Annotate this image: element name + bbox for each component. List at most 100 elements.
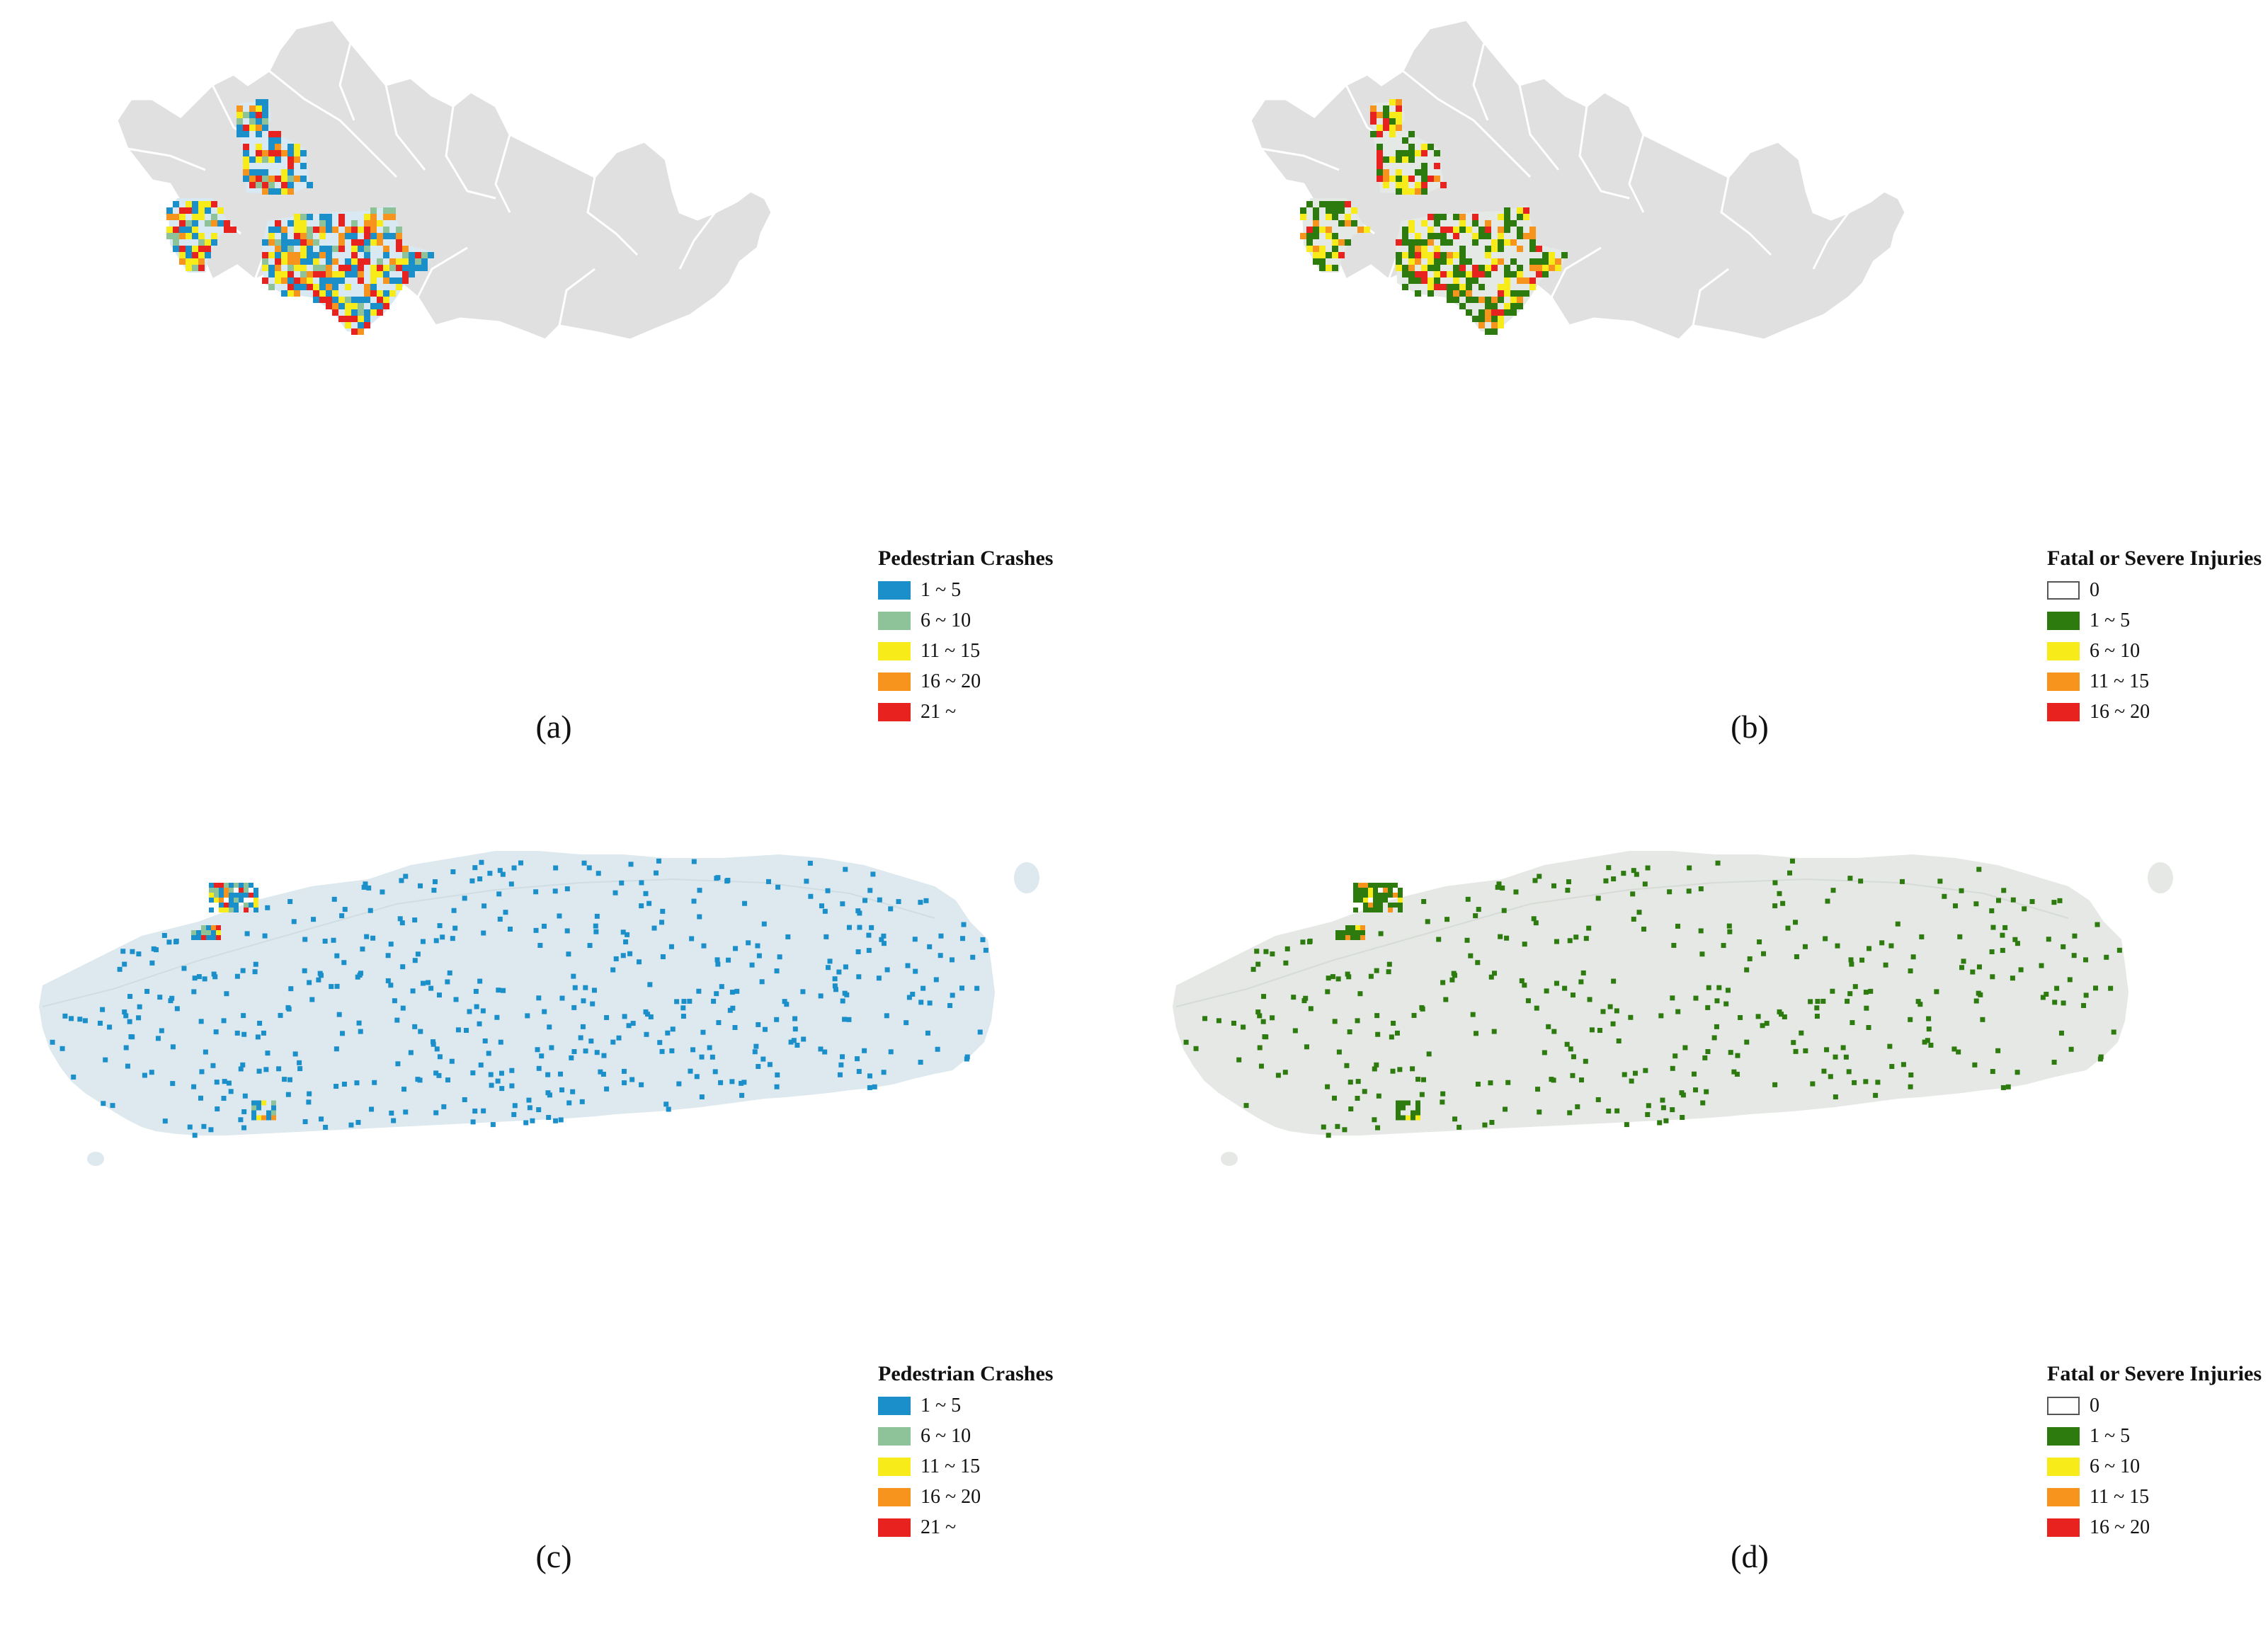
grid-cell <box>1478 284 1485 290</box>
grid-cell <box>888 906 894 912</box>
grid-cell <box>1326 252 1332 258</box>
grid-cell <box>1345 239 1351 246</box>
grid-cell <box>1335 1123 1340 1129</box>
grid-cell <box>243 144 249 150</box>
grid-cell <box>822 1049 828 1055</box>
grid-cell <box>1523 214 1529 220</box>
grid-cell <box>294 176 300 182</box>
grid-cell <box>285 1092 291 1097</box>
grid-cell <box>389 258 396 265</box>
grid-cell <box>1415 188 1421 195</box>
grid-cell <box>216 930 221 935</box>
legend-item: 11 ~ 15 <box>2047 1482 2262 1512</box>
grid-cell <box>1332 201 1338 207</box>
grid-cell <box>307 980 312 985</box>
grid-cell <box>219 908 224 912</box>
grid-cell <box>1787 870 1793 876</box>
grid-cell <box>1301 998 1307 1004</box>
grid-cell <box>1396 99 1402 105</box>
grid-cell <box>1353 888 1358 893</box>
grid-cell <box>294 284 300 290</box>
grid-cell <box>1957 934 1963 939</box>
grid-cell <box>205 220 211 227</box>
grid-cell <box>370 309 377 316</box>
grid-cell <box>1492 971 1498 976</box>
grid-cell <box>1428 258 1434 265</box>
grid-cell <box>467 1009 472 1014</box>
grid-cell <box>281 290 287 297</box>
grid-cell <box>1693 1087 1699 1093</box>
grid-cell <box>222 1079 227 1085</box>
grid-cell <box>593 929 599 934</box>
grid-cell <box>268 271 275 277</box>
grid-cell <box>326 303 332 309</box>
grid-cell <box>1926 1026 1932 1032</box>
grid-cell <box>391 1118 397 1123</box>
grid-cell <box>1551 1029 1557 1034</box>
grid-cell <box>1355 930 1360 935</box>
grid-cell <box>307 214 313 220</box>
grid-cell <box>300 150 307 156</box>
legend-item: 11 ~ 15 <box>878 636 1053 666</box>
grid-cell <box>345 233 351 239</box>
grid-cell <box>358 258 364 265</box>
grid-cell <box>345 303 351 309</box>
grid-cell <box>1428 284 1434 290</box>
grid-cell <box>281 188 287 195</box>
grid-cell <box>647 982 653 988</box>
grid-cell <box>402 277 409 284</box>
grid-cell <box>487 871 493 876</box>
grid-cell <box>294 144 300 150</box>
grid-cell <box>59 1046 65 1051</box>
grid-cell <box>1519 978 1525 983</box>
grid-cell <box>1326 233 1332 239</box>
grid-cell <box>1517 297 1523 303</box>
grid-cell <box>249 169 256 176</box>
grid-cell <box>300 271 307 277</box>
grid-cell <box>1908 1072 1914 1078</box>
grid-cell <box>884 1013 889 1019</box>
grid-cell <box>775 1072 780 1078</box>
grid-cell <box>1478 227 1485 233</box>
grid-cell <box>1523 233 1529 239</box>
grid-cell <box>1536 258 1542 265</box>
grid-cell <box>287 144 294 150</box>
grid-cell <box>294 258 300 265</box>
grid-cell <box>2111 1029 2116 1035</box>
grid-cell <box>1951 1046 1957 1052</box>
grid-cell <box>657 1040 663 1046</box>
grid-cell <box>1368 903 1373 908</box>
grid-cell <box>358 277 364 284</box>
grid-cell <box>179 214 186 220</box>
grid-cell <box>377 309 383 316</box>
grid-cell <box>792 1016 798 1021</box>
grid-cell <box>1504 309 1510 316</box>
grid-cell <box>351 258 358 265</box>
grid-cell <box>389 265 396 271</box>
grid-cell <box>586 865 592 871</box>
grid-cell <box>1383 125 1389 131</box>
grid-cell <box>370 239 377 246</box>
grid-cell <box>1478 265 1485 271</box>
grid-cell <box>1555 265 1561 271</box>
grid-cell <box>1852 984 1858 990</box>
grid-cell <box>710 1054 715 1060</box>
grid-cell <box>166 233 173 239</box>
grid-cell <box>1335 976 1341 982</box>
grid-cell <box>1434 271 1440 277</box>
grid-cell <box>1624 1122 1629 1128</box>
grid-cell <box>383 290 389 297</box>
grid-cell <box>1990 974 1995 980</box>
grid-cell <box>1326 227 1332 233</box>
grid-cell <box>275 176 281 182</box>
grid-cell <box>1925 1038 1930 1043</box>
grid-cell <box>351 309 358 316</box>
grid-cell <box>1434 150 1440 156</box>
grid-cell <box>300 252 307 258</box>
grid-cell <box>1388 888 1393 893</box>
grid-cell <box>2095 922 2100 927</box>
grid-cell <box>1859 957 1865 963</box>
grid-cell <box>579 1099 585 1104</box>
grid-cell <box>1488 974 1494 980</box>
grid-cell <box>319 214 326 220</box>
